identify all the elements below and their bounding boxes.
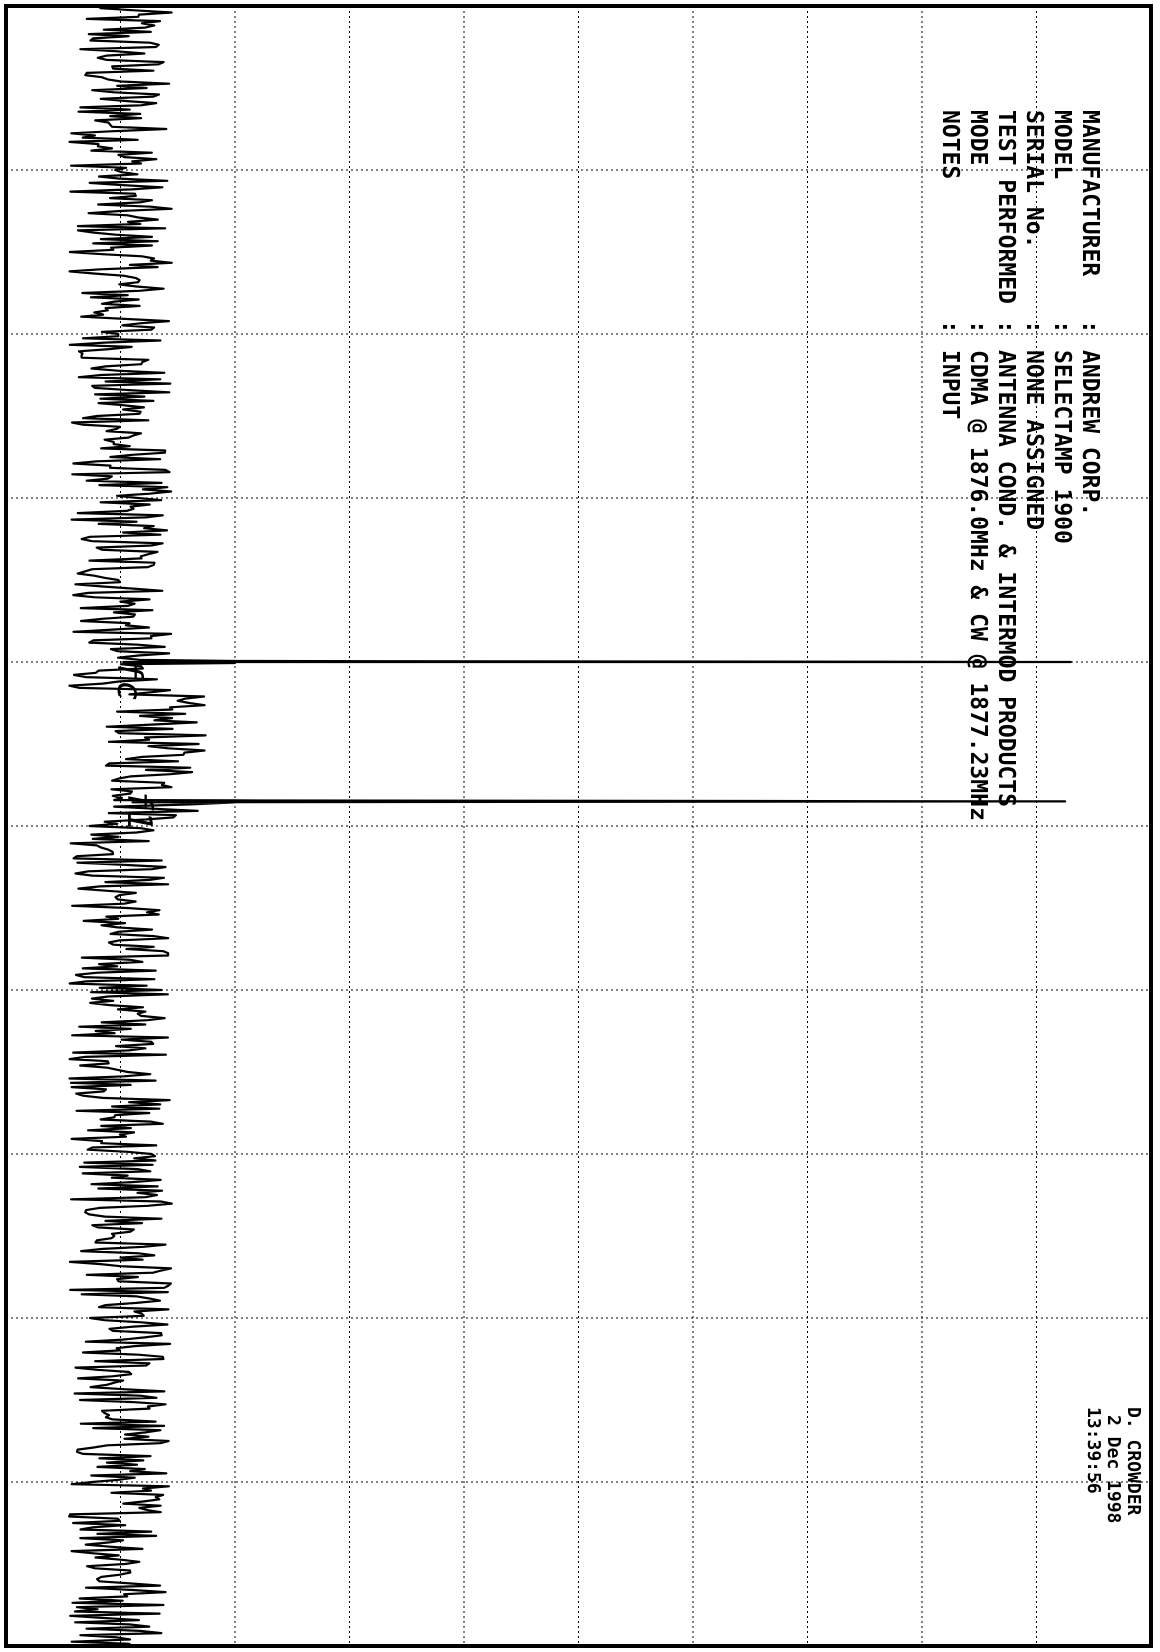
info-sep-manufacturer: : <box>1077 320 1103 334</box>
info-key-notes: NOTES <box>937 110 963 179</box>
info-key-test: TEST PERFORMED <box>993 110 1019 304</box>
info-value-notes: INPUT <box>937 350 963 419</box>
info-value-model: SELECTAMP 1900 <box>1049 350 1075 544</box>
operator-block: D. CROWDER 2 Dec 1998 13:39:56 <box>1083 1407 1144 1523</box>
grid <box>6 6 1151 1646</box>
operator-time: 13:39:56 <box>1083 1407 1104 1494</box>
handwritten-f1: f1 <box>119 790 159 831</box>
info-value-test: ANTENNA COND. & INTERMOD PRODUCTS <box>993 350 1019 807</box>
info-value-serial: NONE ASSIGNED <box>1021 350 1047 530</box>
info-block: MANUFACTURER : ANDREW CORP. MODEL : SELE… <box>937 110 1103 821</box>
info-sep-serial: : <box>1021 320 1047 334</box>
info-key-manufacturer: MANUFACTURER <box>1077 110 1103 276</box>
operator-date: 2 Dec 1998 <box>1103 1415 1124 1523</box>
f1-label: f1 <box>119 790 159 831</box>
info-sep-notes: : <box>937 320 963 334</box>
info-sep-mode: : <box>965 320 991 334</box>
info-sep-model: : <box>1049 320 1075 334</box>
spectrum-trace <box>68 4 1072 1648</box>
info-key-model: MODEL <box>1049 110 1075 179</box>
info-sep-test: : <box>993 320 1019 334</box>
handwritten-fc: fc <box>109 660 149 701</box>
fc-label: fc <box>109 660 149 701</box>
operator-name: D. CROWDER <box>1123 1407 1144 1516</box>
info-key-mode: MODE <box>965 110 991 165</box>
info-key-serial: SERIAL No. <box>1021 110 1047 248</box>
info-value-manufacturer: ANDREW CORP. <box>1077 350 1103 516</box>
info-value-mode: CDMA @ 1876.0MHz & CW @ 1877.23MHz <box>965 350 991 821</box>
